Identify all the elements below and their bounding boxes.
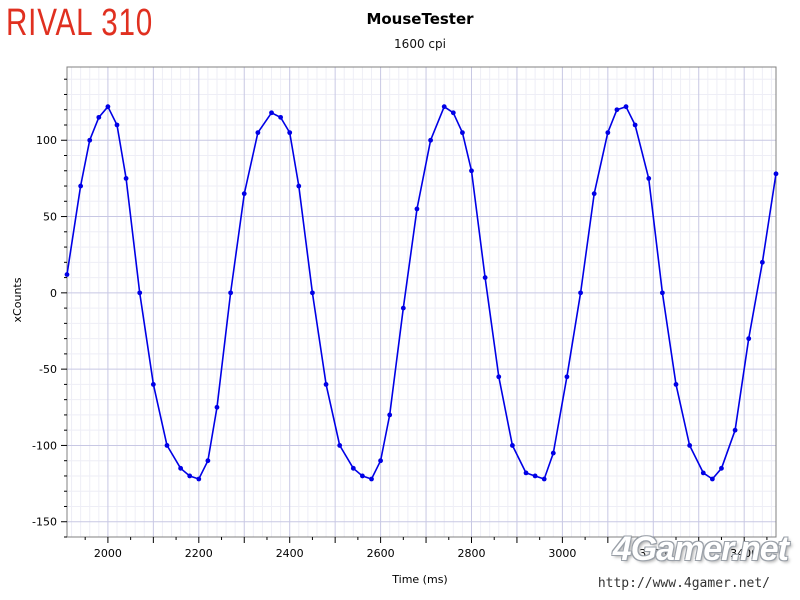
data-point bbox=[87, 137, 93, 143]
data-point bbox=[64, 272, 70, 277]
watermark-url: http://www.4gamer.net/ bbox=[597, 576, 770, 591]
x-axis-label: Time (ms) bbox=[391, 573, 447, 586]
x-tick-label: 2200 bbox=[185, 547, 213, 560]
data-point bbox=[746, 336, 752, 342]
data-point bbox=[623, 104, 629, 110]
data-point bbox=[196, 476, 202, 482]
plot-area bbox=[67, 67, 776, 537]
data-point bbox=[564, 374, 570, 380]
data-point bbox=[137, 290, 143, 296]
data-point bbox=[482, 275, 488, 280]
y-axis-label: xCounts bbox=[11, 277, 24, 322]
y-tick-label: -100 bbox=[32, 439, 57, 452]
data-point bbox=[509, 443, 515, 448]
data-point bbox=[719, 465, 724, 471]
x-tick-label: 2600 bbox=[367, 547, 395, 560]
data-point bbox=[287, 130, 293, 136]
data-point bbox=[205, 458, 211, 464]
data-point bbox=[228, 290, 234, 296]
data-point bbox=[114, 122, 120, 128]
y-tick-label: 50 bbox=[43, 211, 57, 224]
data-point bbox=[78, 183, 84, 189]
data-point bbox=[96, 114, 102, 120]
data-point bbox=[496, 374, 502, 380]
data-point bbox=[369, 476, 374, 482]
data-point bbox=[614, 107, 620, 113]
data-point bbox=[632, 122, 638, 128]
data-point bbox=[150, 382, 156, 387]
x-tick-label: 2000 bbox=[94, 547, 122, 560]
data-point bbox=[296, 183, 302, 189]
chart-axes: 2000 2200 2400 2600 2800 3000 3200 3400 -150 -100… bbox=[32, 66, 777, 560]
x-tick-label: 2400 bbox=[276, 547, 304, 560]
data-point bbox=[241, 191, 247, 197]
data-point bbox=[709, 476, 715, 482]
chart-title: MouseTester bbox=[366, 10, 474, 28]
data-point bbox=[350, 465, 356, 471]
data-point bbox=[269, 110, 274, 116]
data-point bbox=[578, 290, 583, 296]
data-point bbox=[541, 476, 547, 482]
data-point bbox=[323, 382, 329, 387]
data-point bbox=[214, 404, 220, 410]
y-tick-label: -150 bbox=[32, 516, 57, 529]
data-point bbox=[360, 473, 365, 479]
x-tick-label: 3000 bbox=[548, 547, 576, 560]
y-tick-label: 100 bbox=[36, 134, 57, 147]
x-tick-label: 3400 bbox=[730, 547, 758, 560]
data-point bbox=[310, 290, 315, 296]
data-point bbox=[400, 305, 406, 311]
data-point bbox=[732, 427, 738, 433]
data-point bbox=[337, 443, 343, 448]
x-tick-label: 3200 bbox=[639, 547, 667, 560]
watermark-logo: 4Gamer.net bbox=[612, 530, 789, 568]
chart-grid bbox=[67, 67, 776, 538]
data-point bbox=[591, 191, 597, 197]
data-point bbox=[759, 259, 765, 265]
data-point bbox=[659, 290, 665, 296]
data-point bbox=[428, 137, 433, 143]
data-point bbox=[123, 175, 129, 181]
data-point bbox=[687, 443, 693, 448]
chart-subtitle: 1600 cpi bbox=[394, 37, 446, 51]
data-point bbox=[414, 206, 420, 212]
data-point bbox=[164, 443, 170, 448]
data-point bbox=[187, 473, 193, 479]
data-point bbox=[378, 458, 383, 464]
data-point bbox=[532, 473, 538, 479]
data-point bbox=[550, 450, 556, 456]
data-point bbox=[646, 175, 652, 181]
data-point bbox=[255, 130, 261, 136]
data-point bbox=[700, 470, 706, 476]
x-tick-label: 2800 bbox=[457, 547, 485, 560]
y-tick-label: 0 bbox=[50, 287, 57, 300]
data-point bbox=[450, 110, 456, 116]
data-point bbox=[178, 465, 184, 471]
chart-series bbox=[64, 104, 779, 482]
data-point bbox=[441, 104, 447, 110]
data-point bbox=[523, 470, 529, 476]
plot-frame bbox=[66, 66, 777, 538]
data-point bbox=[469, 168, 474, 174]
data-point bbox=[773, 171, 779, 177]
data-point bbox=[278, 114, 284, 120]
data-point bbox=[105, 104, 111, 110]
data-point bbox=[673, 382, 679, 387]
data-point bbox=[605, 130, 611, 136]
brand-logo-text: RIVAL 310 bbox=[6, 2, 154, 44]
y-tick-label: -50 bbox=[39, 363, 57, 376]
data-point bbox=[387, 412, 393, 418]
data-point bbox=[460, 130, 465, 136]
